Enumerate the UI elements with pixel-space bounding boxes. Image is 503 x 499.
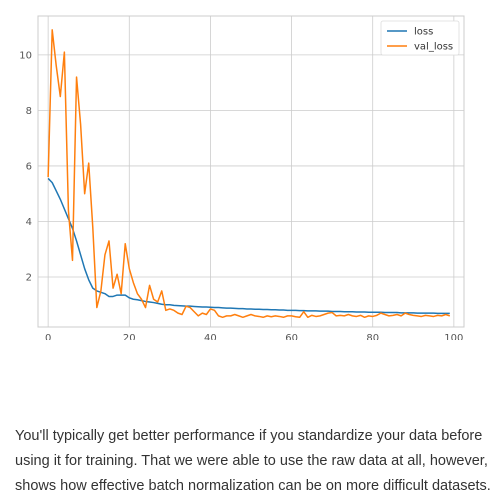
- x-axis: 0 20 40 60 80 100: [45, 333, 463, 340]
- y-axis: 2 4 6 8 10: [19, 50, 32, 283]
- plot-area: [37, 15, 465, 328]
- x-tick-label: 100: [444, 333, 463, 340]
- series-lines: [47, 29, 451, 319]
- grid: [38, 16, 464, 327]
- caption-text: You'll typically get better performance …: [15, 428, 491, 494]
- x-tick-label: 20: [123, 333, 136, 340]
- x-tick-label: 80: [366, 333, 379, 340]
- x-tick-label: 60: [285, 333, 298, 340]
- legend: loss val_loss: [380, 20, 460, 56]
- legend-label-loss: loss: [414, 27, 433, 38]
- y-tick-label: 10: [19, 50, 32, 61]
- loss-chart: 0 20 40 60 80 100 2 4 6 8 10 loss val_loss: [19, 15, 465, 340]
- legend-label-val-loss: val_loss: [414, 42, 453, 53]
- y-tick-label: 2: [26, 273, 32, 284]
- series-line-loss: [47, 177, 450, 315]
- y-tick-label: 4: [26, 217, 32, 228]
- series-line-val-loss: [47, 29, 451, 319]
- x-tick-label: 40: [204, 333, 217, 340]
- y-tick-label: 8: [26, 106, 32, 117]
- y-tick-label: 6: [26, 161, 32, 172]
- x-tick-label: 0: [45, 333, 51, 340]
